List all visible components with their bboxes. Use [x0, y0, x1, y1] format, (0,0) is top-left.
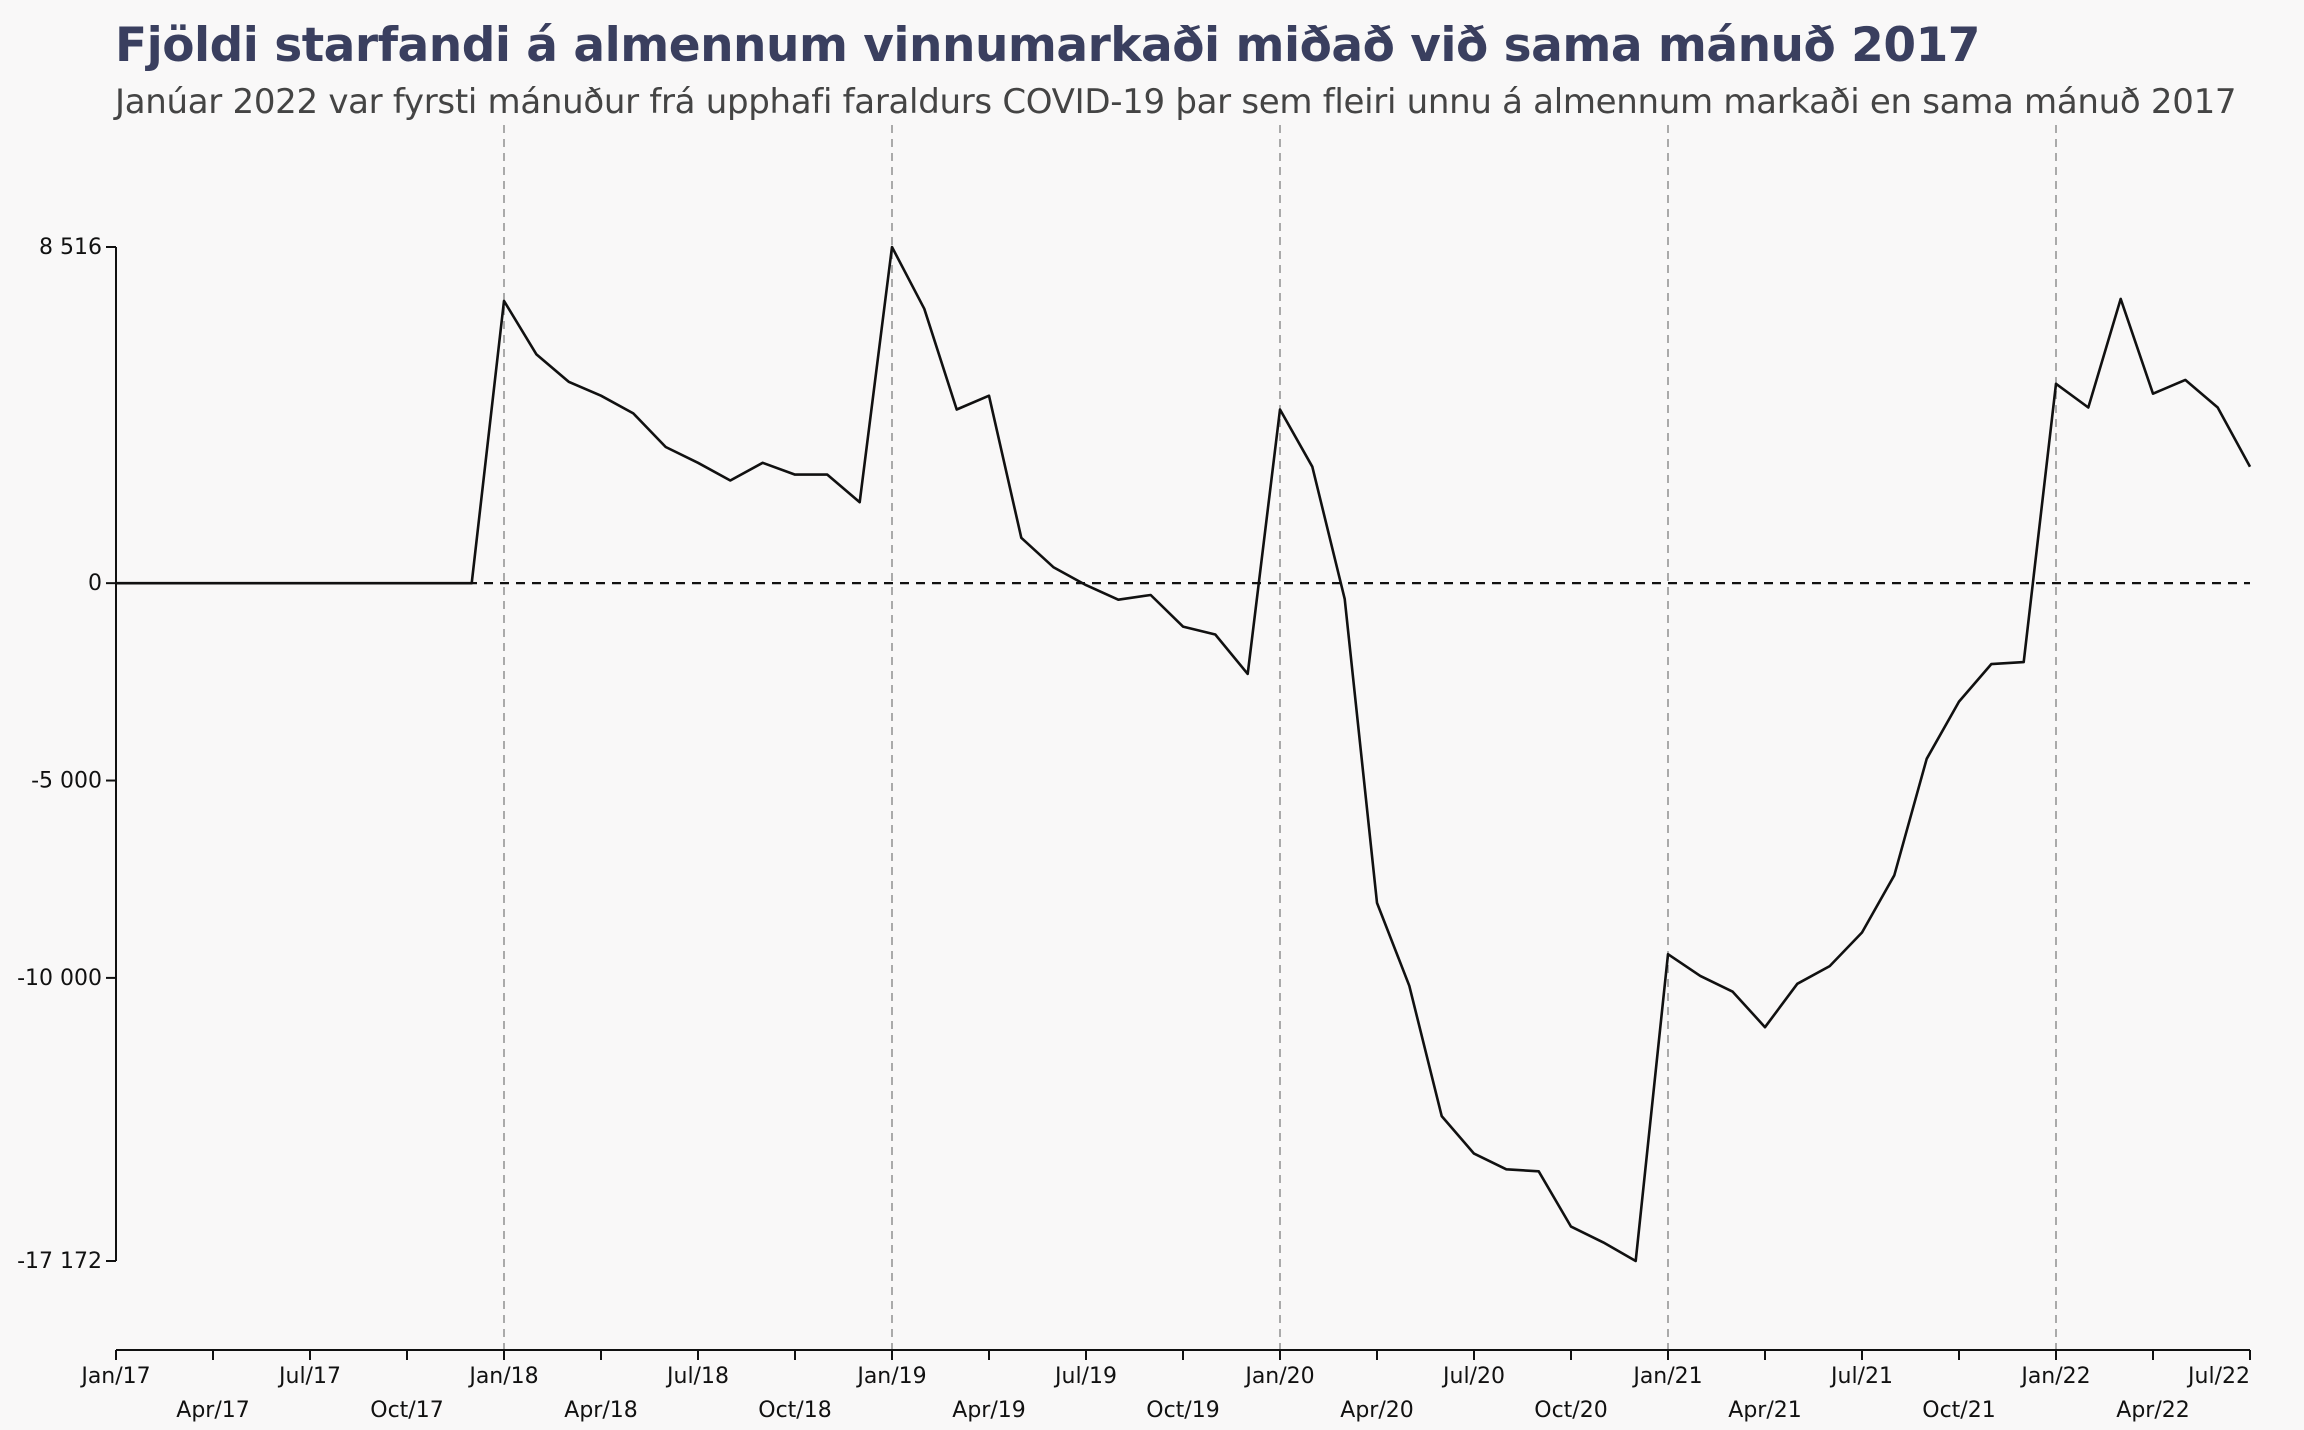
x-tick-label: Apr/21	[1728, 1398, 1801, 1423]
x-tick-label: Jan/17	[79, 1364, 150, 1389]
chart-subtitle: Janúar 2022 var fyrsti mánuður frá uppha…	[115, 82, 2237, 122]
x-tick-label: Oct/17	[370, 1398, 443, 1423]
x-tick-label: Jul/17	[277, 1364, 341, 1389]
x-tick-label: Oct/19	[1146, 1398, 1219, 1423]
y-tick-label: -17 172	[17, 1249, 102, 1274]
x-tick-label: Apr/19	[952, 1398, 1025, 1423]
series-line	[116, 245, 2252, 1263]
x-tick-label: Apr/22	[2116, 1398, 2189, 1423]
x-tick-label: Oct/18	[758, 1398, 831, 1423]
x-tick-label: Jan/19	[855, 1364, 926, 1389]
x-tick-label: Jan/21	[1631, 1364, 1702, 1389]
y-tick-label: -10 000	[17, 966, 102, 991]
y-tick-label: -5 000	[31, 769, 102, 794]
x-tick-label: Jan/22	[2019, 1364, 2090, 1389]
x-tick-label: Jul/18	[665, 1364, 729, 1389]
x-tick-label: Jan/20	[1243, 1364, 1314, 1389]
x-tick-label: Jul/19	[1053, 1364, 1117, 1389]
x-tick-label: Jul/22	[2186, 1364, 2250, 1389]
y-tick-label: 0	[88, 571, 102, 596]
x-tick-label: Oct/21	[1922, 1398, 1995, 1423]
x-tick-label: Apr/20	[1340, 1398, 1413, 1423]
x-tick-label: Apr/17	[176, 1398, 249, 1423]
y-tick-label: 8 516	[39, 235, 102, 260]
x-tick-label: Oct/20	[1534, 1398, 1607, 1423]
x-tick-label: Jul/20	[1441, 1364, 1505, 1389]
x-tick-label: Jul/21	[1829, 1364, 1893, 1389]
chart-title: Fjöldi starfandi á almennum vinnumarkaði…	[115, 18, 1980, 73]
x-tick-label: Apr/18	[564, 1398, 637, 1423]
x-tick-label: Jan/18	[467, 1364, 538, 1389]
